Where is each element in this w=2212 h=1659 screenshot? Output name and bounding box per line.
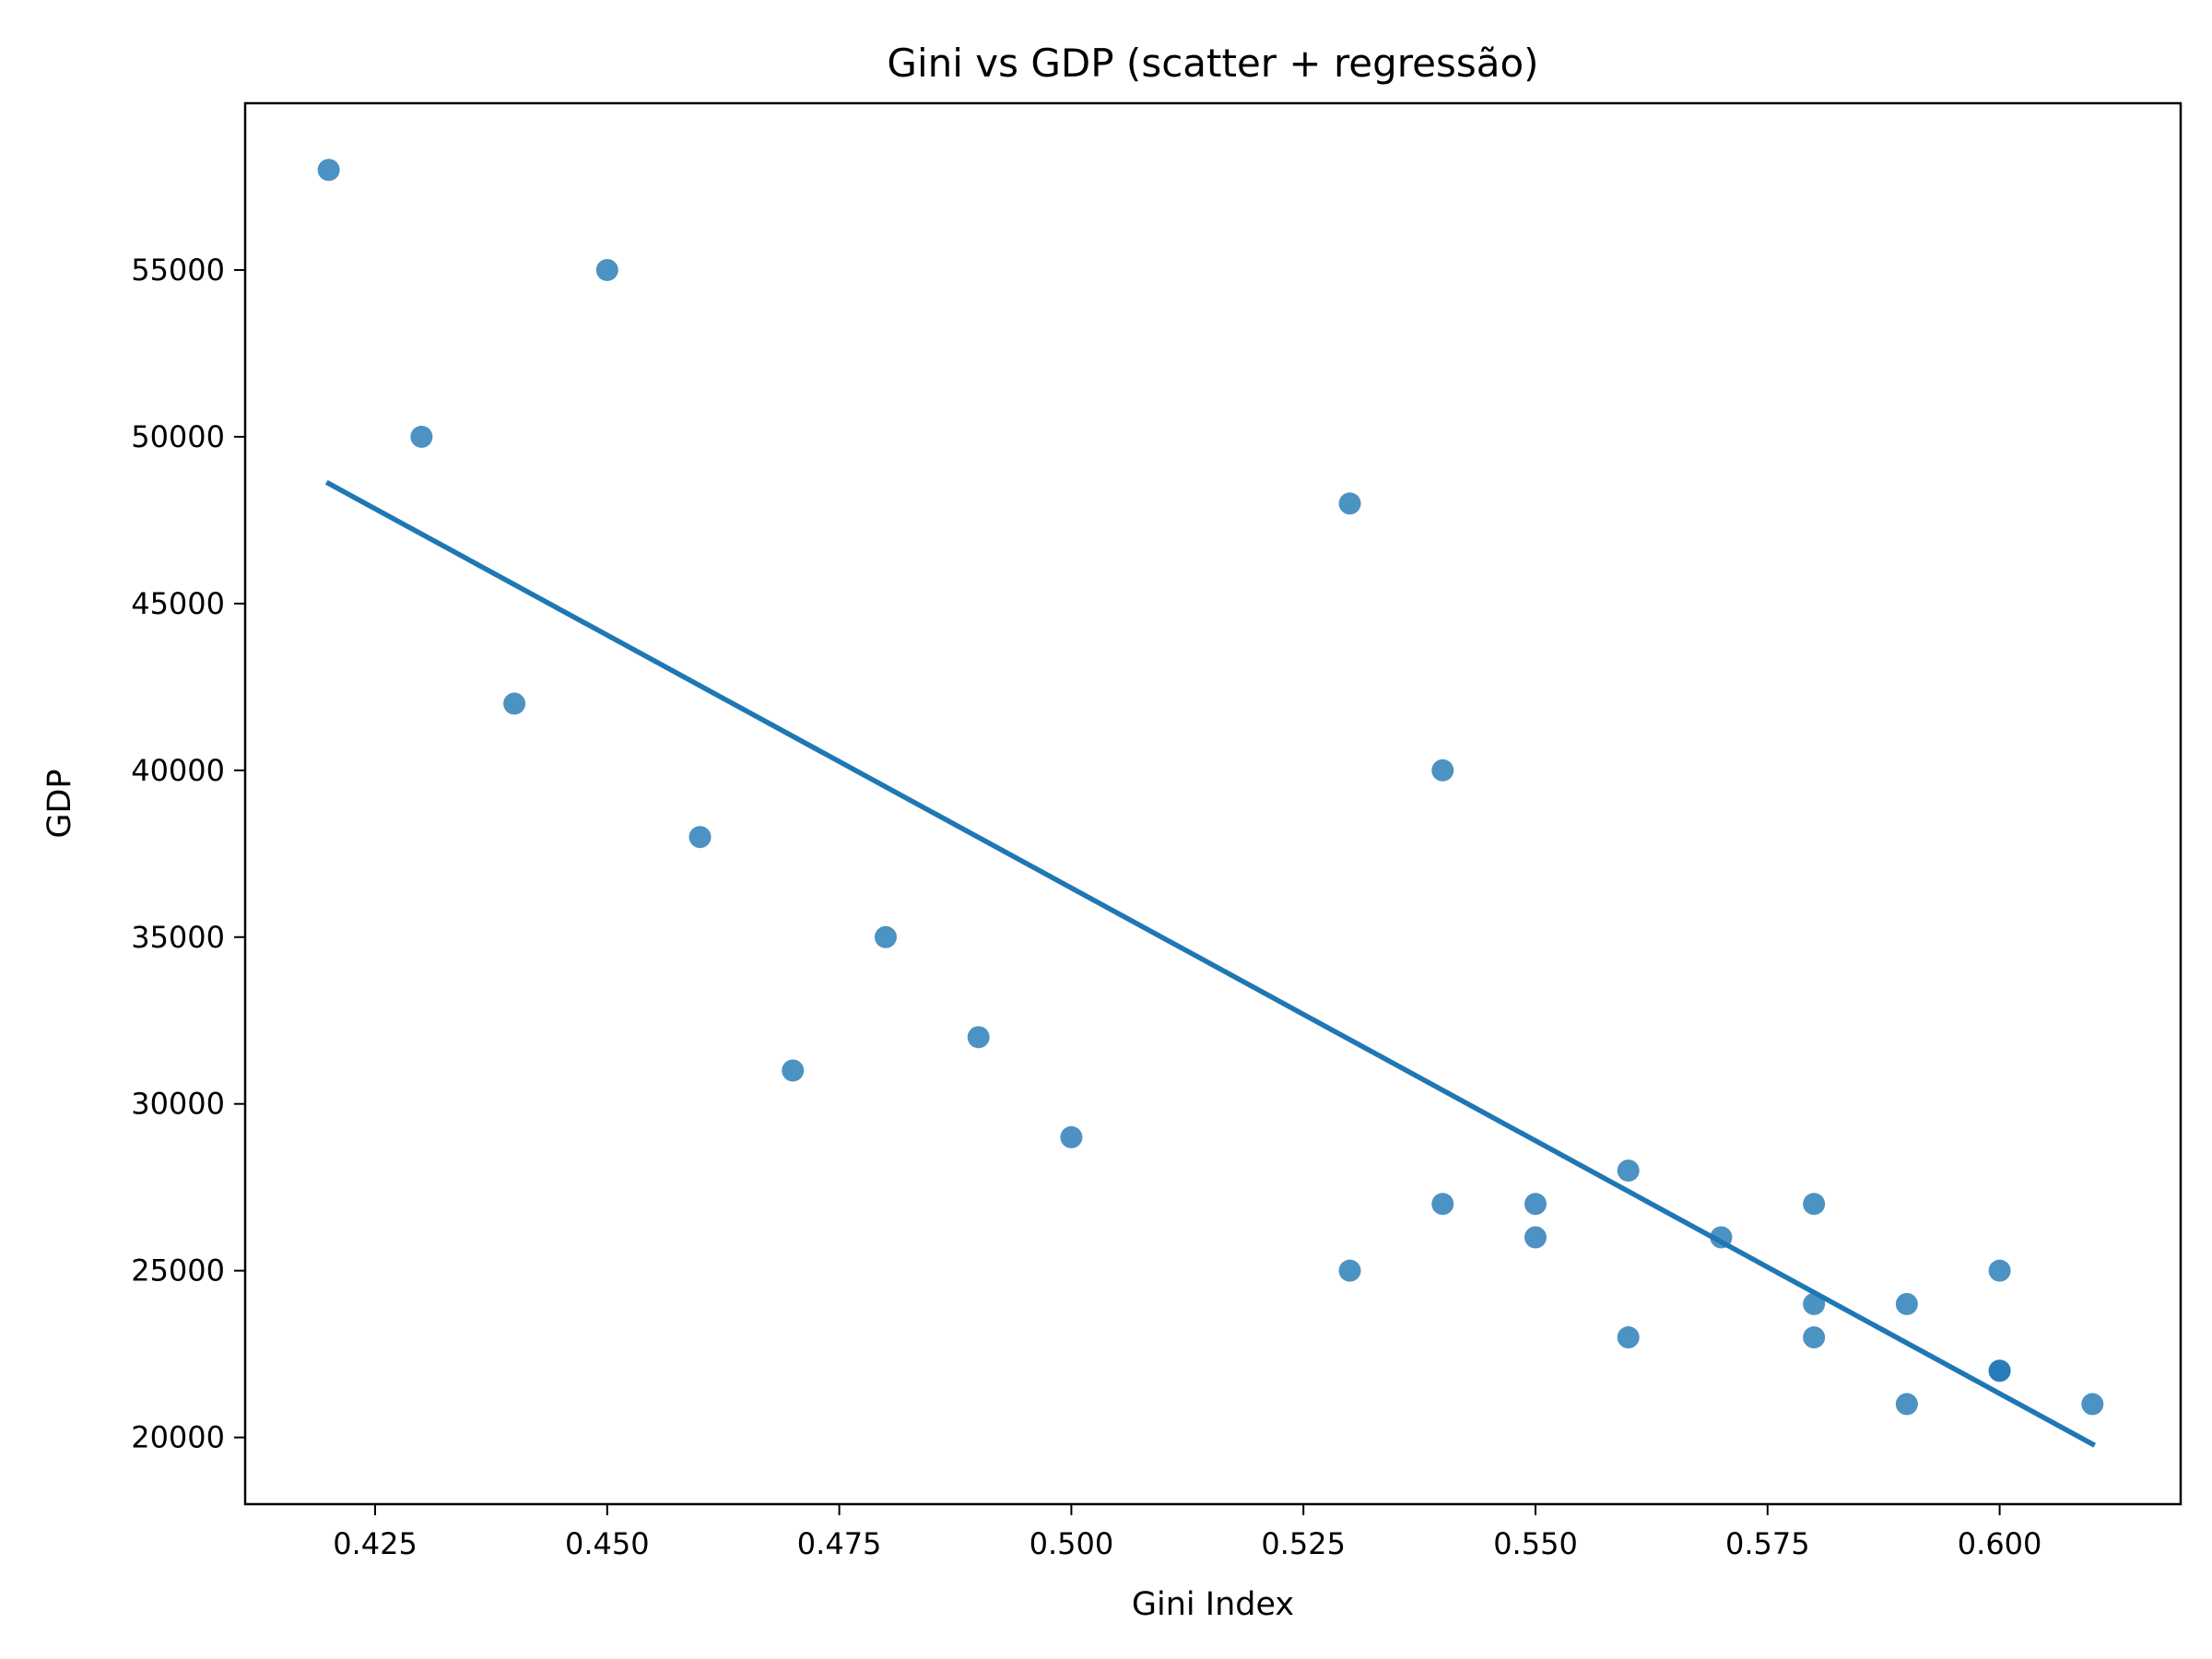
data-point-22 — [1895, 1292, 1918, 1315]
data-point-8 — [967, 1026, 990, 1049]
data-point-1 — [317, 159, 340, 182]
x-tick-label: 0.500 — [1030, 1526, 1114, 1561]
data-point-20 — [1803, 1292, 1826, 1315]
data-point-26 — [1988, 1359, 2011, 1382]
data-point-17 — [1617, 1326, 1640, 1349]
x-tick-label: 0.550 — [1493, 1526, 1578, 1561]
plot-frame — [243, 101, 2183, 1506]
y-axis-label: GDP — [41, 769, 78, 838]
y-tick-label: 45000 — [131, 586, 225, 621]
data-point-7 — [874, 925, 897, 948]
regression-line — [324, 479, 2097, 1448]
x-tick-label: 0.600 — [1958, 1526, 2042, 1561]
data-point-18 — [1710, 1226, 1733, 1249]
y-tick-label: 50000 — [131, 419, 225, 454]
y-tick-label: 25000 — [131, 1253, 225, 1288]
data-point-15 — [1524, 1226, 1547, 1249]
data-point-12 — [1431, 759, 1454, 782]
chart-title: Gini vs GDP (scatter + regressão) — [887, 41, 1538, 86]
x-axis-label: Gini Index — [1132, 1586, 1294, 1623]
data-point-9 — [1060, 1125, 1083, 1148]
data-point-3 — [503, 692, 526, 715]
x-tick-label: 0.450 — [565, 1526, 650, 1561]
y-tick-label: 35000 — [131, 920, 225, 955]
data-point-11 — [1338, 1259, 1361, 1282]
data-point-6 — [782, 1059, 805, 1082]
x-tick-label: 0.425 — [333, 1526, 418, 1561]
x-axis: 0.425 0.450 0.475 0.500 0.525 0.550 0.575 0.600 — [333, 1504, 2041, 1561]
data-point-23 — [1895, 1393, 1918, 1416]
x-tick-label: 0.475 — [797, 1526, 882, 1561]
data-point-5 — [688, 826, 712, 849]
data-point-13 — [1431, 1193, 1454, 1216]
data-point-10 — [1338, 492, 1361, 515]
data-point-21 — [1803, 1326, 1826, 1349]
data-point-16 — [1617, 1159, 1640, 1182]
data-point-19 — [1803, 1193, 1826, 1216]
y-tick-label: 55000 — [131, 253, 225, 288]
y-tick-label: 40000 — [131, 753, 225, 788]
y-tick-label: 30000 — [131, 1087, 225, 1122]
data-point-2 — [410, 425, 433, 448]
data-point-24 — [1988, 1259, 2011, 1282]
data-point-27 — [2081, 1393, 2104, 1416]
points-layer — [317, 159, 2104, 1416]
y-tick-label: 20000 — [131, 1420, 225, 1455]
data-point-4 — [595, 258, 618, 281]
y-axis: 20000 25000 30000 35000 40000 45000 50000 55000 — [131, 253, 245, 1455]
x-tick-label: 0.575 — [1725, 1526, 1810, 1561]
x-tick-label: 0.525 — [1261, 1526, 1346, 1561]
data-point-14 — [1524, 1193, 1547, 1216]
regression-layer — [324, 479, 2097, 1448]
